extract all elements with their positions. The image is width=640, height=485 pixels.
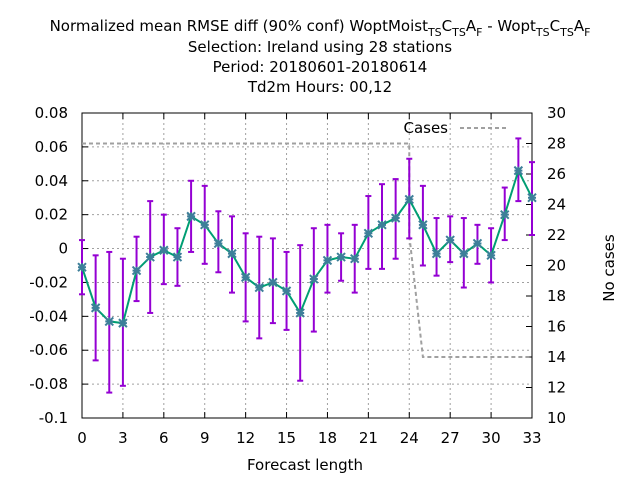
x-tick-label-18: 18 xyxy=(318,429,337,447)
y2-tick-label-30: 30 xyxy=(547,104,566,122)
mean-point-11 xyxy=(227,248,237,259)
title-part-2-1: Selection: Ireland using 28 stations xyxy=(188,38,452,56)
mean-point-19 xyxy=(336,252,346,262)
title-part-1-6: F xyxy=(476,26,482,39)
mean-point-13 xyxy=(254,282,264,293)
title-part-1-7: - Wopt xyxy=(482,17,536,35)
mean-point-21 xyxy=(363,228,374,239)
y2-tick-label-12: 12 xyxy=(547,379,566,397)
title-line-1: Normalized mean RMSE diff (90% conf) Wop… xyxy=(50,17,591,39)
title-part-1-8: TS xyxy=(535,26,550,39)
legend-label: Cases xyxy=(403,119,448,137)
y-tick-label-0.02: 0.02 xyxy=(35,206,68,224)
cases-line xyxy=(82,142,532,358)
mean-point-2 xyxy=(104,316,114,327)
mean-point-14 xyxy=(268,277,278,288)
mean-point-31 xyxy=(500,209,510,220)
mean-point-10 xyxy=(213,238,224,249)
y-tick-label-0: 0 xyxy=(58,240,68,258)
title-part-1-2: TS xyxy=(427,26,442,39)
y-tick-label--0.06: -0.06 xyxy=(29,341,68,359)
mean-point-25 xyxy=(418,220,428,230)
title-part-1-11: A xyxy=(574,17,585,35)
title-part-4-1: Td2m Hours: 00,12 xyxy=(247,78,392,96)
mean-point-1 xyxy=(90,303,101,313)
mean-point-6 xyxy=(159,245,169,255)
mean-point-23 xyxy=(390,213,401,223)
mean-point-16 xyxy=(295,308,305,318)
mean-point-27 xyxy=(445,235,455,245)
mean-point-32 xyxy=(513,165,524,176)
x-tick-label-27: 27 xyxy=(441,429,460,447)
y2-tick-label-24: 24 xyxy=(547,196,566,214)
mean-point-9 xyxy=(200,220,210,230)
mean-point-4 xyxy=(131,265,142,276)
title-line-2: Selection: Ireland using 28 stations xyxy=(188,38,452,56)
y2-tick-label-22: 22 xyxy=(547,226,566,244)
mean-point-18 xyxy=(322,255,333,266)
mean-point-17 xyxy=(309,274,319,284)
mean-point-12 xyxy=(240,272,251,283)
mean-point-29 xyxy=(472,238,483,249)
title-part-1-9: C xyxy=(550,17,560,35)
mean-point-22 xyxy=(377,220,387,230)
y2-tick-label-28: 28 xyxy=(547,135,566,153)
mean-point-15 xyxy=(281,286,292,296)
x-tick-label-3: 3 xyxy=(118,429,128,447)
x-tick-label-6: 6 xyxy=(159,429,169,447)
mean-point-8 xyxy=(186,211,196,222)
x-tick-label-0: 0 xyxy=(77,429,87,447)
x-axis-label: Forecast length xyxy=(247,456,363,474)
y-tick-label--0.1: -0.1 xyxy=(39,409,68,427)
mean-point-33 xyxy=(527,193,537,203)
mean-point-7 xyxy=(172,252,183,262)
y-tick-label-0.06: 0.06 xyxy=(35,138,68,156)
x-tick-label-30: 30 xyxy=(482,429,501,447)
y-tick-label--0.04: -0.04 xyxy=(29,307,68,325)
y-tick-label--0.02: -0.02 xyxy=(29,273,68,291)
y2-tick-label-18: 18 xyxy=(547,287,566,305)
title-line-4: Td2m Hours: 00,12 xyxy=(247,78,392,96)
title-part-1-12: F xyxy=(584,26,590,39)
mean-point-30 xyxy=(486,250,496,261)
title-part-3-1: Period: 20180601-20180614 xyxy=(213,58,428,76)
y-tick-label-0.04: 0.04 xyxy=(35,172,68,190)
title-part-1-10: TS xyxy=(559,26,574,39)
x-tick-label-12: 12 xyxy=(236,429,255,447)
mean-point-0 xyxy=(77,262,87,272)
y2-tick-label-20: 20 xyxy=(547,257,566,275)
x-tick-label-15: 15 xyxy=(277,429,296,447)
title-part-1-1: Normalized mean RMSE diff (90% conf) Wop… xyxy=(50,17,428,35)
y2-tick-label-14: 14 xyxy=(547,348,566,366)
mean-point-26 xyxy=(431,248,442,259)
mean-point-3 xyxy=(118,318,128,328)
y2-tick-label-26: 26 xyxy=(547,165,566,183)
mean-point-24 xyxy=(404,194,414,205)
mean-line xyxy=(81,167,533,325)
title-part-1-4: TS xyxy=(451,26,466,39)
title-part-1-5: A xyxy=(466,17,477,35)
y-tick-label-0.08: 0.08 xyxy=(35,104,68,122)
x-tick-label-33: 33 xyxy=(522,429,541,447)
y2-axis-label: No cases xyxy=(600,234,618,302)
y-tick-label--0.08: -0.08 xyxy=(29,375,68,393)
mean-point-28 xyxy=(459,248,469,259)
y2-tick-label-16: 16 xyxy=(547,318,566,336)
y2-tick-label-10: 10 xyxy=(547,409,566,427)
title-line-3: Period: 20180601-20180614 xyxy=(213,58,428,76)
title-part-1-3: C xyxy=(442,17,452,35)
x-tick-label-9: 9 xyxy=(200,429,210,447)
mean-point-5 xyxy=(145,252,155,262)
x-tick-label-21: 21 xyxy=(359,429,378,447)
mean-point-20 xyxy=(350,254,360,264)
x-tick-label-24: 24 xyxy=(400,429,419,447)
